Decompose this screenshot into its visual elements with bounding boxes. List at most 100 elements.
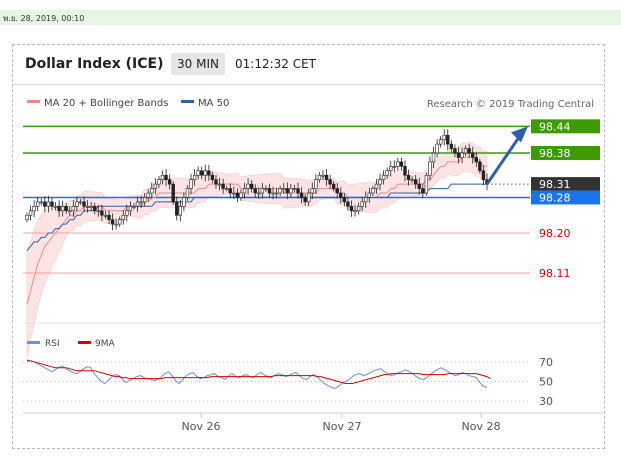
candle-body [139,201,143,204]
rsi-legend-swatch [27,341,40,344]
candle-body [75,201,79,207]
candle-body [171,183,175,203]
candle-body [389,166,393,172]
forecast-arrow-head [511,126,528,143]
x-tick-label: Nov 26 [182,420,221,433]
candle-body [43,201,47,207]
instrument-title: Dollar Index (ICE) [25,56,164,72]
candle-body [242,188,247,194]
candle-body [428,161,432,176]
bollinger-band [26,142,488,358]
candle-body [232,192,236,195]
chart-card [12,44,605,449]
candle-body [385,170,389,176]
candle-body [82,201,86,207]
candle-body [89,206,93,208]
candle-body [203,170,207,176]
candle-body [132,206,136,208]
candle-body [399,161,404,167]
candle-body [200,170,204,176]
candle-body [189,179,193,189]
candle-body [78,201,83,204]
x-tick-label: Nov 27 [323,420,362,433]
candle-body [438,139,443,145]
candle-body [342,197,347,203]
candle-body [292,188,297,190]
candle-body [278,188,282,194]
candle-body [410,179,414,181]
candle-body [303,197,307,203]
candle-body [239,192,243,198]
candle-body [93,206,97,212]
candle-body [57,206,61,212]
level-label-98-44: 98.44 [539,120,571,133]
candle-body [392,166,396,168]
candle-body [335,188,339,194]
candle-body [307,192,311,203]
candle-body [331,183,336,189]
candle-body [310,188,314,194]
candle-body [364,197,368,203]
forecast-arrow [485,133,523,185]
candle-body [413,179,418,185]
candle-body [403,166,407,176]
candle-body [246,183,250,189]
date-bar: พ.ย. 28, 2019, 00:10 [0,10,621,25]
candle-body [353,210,357,213]
candle-body [207,170,211,176]
candle-body [274,192,279,195]
candle-body [160,174,165,180]
candle-body [481,170,486,180]
candle-body [107,214,111,220]
candle-body [374,183,379,189]
candle-body [431,152,436,163]
candle-body [146,192,150,198]
candle-body [474,157,479,163]
candle-body [424,174,429,194]
candle-body [285,188,290,194]
candle-body [192,174,197,180]
candle-body [467,148,471,154]
candle-body [396,161,400,167]
candle-body [121,214,125,220]
candle-body [210,174,215,180]
candle-body [85,206,90,208]
candle-body [371,188,375,194]
level-label-98-20: 98.20 [539,227,571,240]
candle-body [32,206,36,212]
level-tag-98-28 [531,190,600,205]
candle-body [417,183,421,189]
level-label-98-38: 98.38 [539,147,571,160]
date-text: พ.ย. 28, 2019, 00:10 [3,14,85,23]
candle-body [167,179,172,185]
candle-body [235,192,240,198]
candle-body [164,174,168,180]
candle-body [264,188,268,190]
candle-body [267,188,272,194]
candle-body [118,219,122,225]
candle-body [100,210,104,216]
candle-body [228,188,232,194]
candle-body [157,179,161,185]
timeframe-button[interactable]: 30 MIN [171,53,225,75]
level-label-98-28: 98.28 [539,191,571,204]
ma50-line [26,183,487,252]
rsi-ma-legend-swatch [78,341,91,344]
candle-body [196,170,200,176]
level-tag-98-31 [531,177,600,192]
candle-body [478,161,482,172]
rsi-line [26,359,488,389]
candle-body [349,206,354,212]
ma50-legend-swatch [181,100,194,103]
candle-body [296,188,300,194]
candle-body [253,188,257,194]
candle-body [453,148,457,154]
candle-body [463,148,468,154]
candle-body [185,188,190,198]
candle-body [460,152,464,158]
candle-body [289,188,293,194]
candle-body [471,152,475,158]
candle-body [271,192,275,195]
candle-body [339,192,343,198]
